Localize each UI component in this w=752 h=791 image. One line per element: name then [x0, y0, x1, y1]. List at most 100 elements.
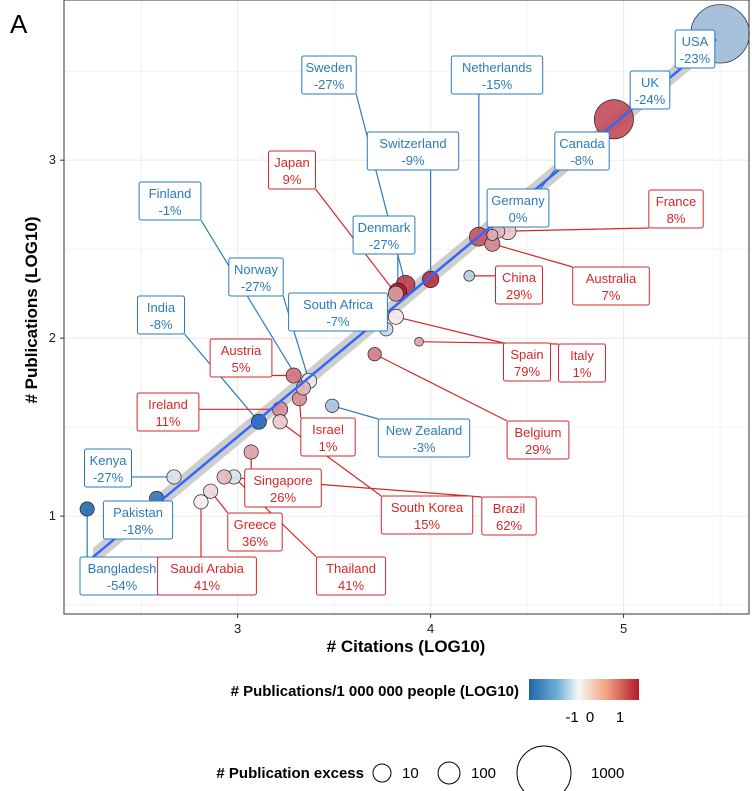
label-box-germany: [486, 188, 550, 228]
label-box-austria: [209, 338, 273, 378]
label-name-netherlands: Netherlands: [462, 60, 533, 75]
label-box-india: [137, 295, 185, 335]
x-tick-label: 4: [427, 621, 434, 636]
label-pct-new-zealand: -3%: [412, 440, 436, 455]
leader-australia: [492, 243, 573, 268]
label-name-brazil: Brazil: [493, 501, 526, 516]
label-brazil: Brazil 62%: [481, 496, 537, 536]
leader-india: [184, 333, 260, 423]
label-box-australia: [572, 266, 650, 306]
leader-south-korea: [279, 421, 382, 497]
label-name-denmark: Denmark: [358, 220, 411, 235]
leader-new-zealand: [332, 405, 379, 420]
label-pct-india: -8%: [149, 317, 173, 332]
label-name-china: China: [502, 270, 537, 285]
label-name-thailand: Thailand: [326, 561, 376, 576]
size-legend: # Publication excess 10 100 1000: [216, 745, 624, 791]
label-new-zealand: New Zealand -3%: [377, 418, 471, 458]
label-denmark: Denmark -27%: [352, 215, 416, 255]
label-box-china: [495, 265, 543, 305]
colorbar-tick-0: 0: [586, 709, 594, 726]
x-axis-title: # Citations (LOG10): [327, 637, 486, 656]
label-name-south-korea: South Korea: [391, 500, 464, 515]
label-name-uk: UK: [641, 75, 659, 90]
label-name-germany: Germany: [491, 193, 545, 208]
label-box-belgium: [506, 420, 570, 460]
label-austria: Austria 5%: [209, 338, 273, 378]
size-legend-title: # Publication excess: [216, 765, 364, 782]
label-pct-italy: 1%: [573, 365, 592, 380]
label-name-saudi-arabia: Saudi Arabia: [170, 561, 244, 576]
label-finland: Finland -1%: [138, 181, 202, 221]
label-japan: Japan 9%: [268, 150, 316, 190]
panel-tag: A: [10, 9, 28, 39]
label-name-sweden: Sweden: [306, 60, 353, 75]
label-greece: Greece 36%: [227, 512, 283, 552]
label-name-usa: USA: [682, 34, 709, 49]
label-spain: Spain 79%: [503, 342, 551, 382]
label-canada: Canada -8%: [554, 131, 610, 171]
label-box-pakistan: [102, 500, 174, 540]
label-box-thailand: [315, 556, 387, 596]
label-kenya: Kenya -27%: [84, 448, 132, 488]
point-new-zealand: [325, 398, 340, 413]
label-pakistan: Pakistan -18%: [102, 500, 174, 540]
label-name-south-africa: South Africa: [303, 297, 374, 312]
label-name-bangladesh: Bangladesh: [88, 561, 157, 576]
label-pct-spain: 79%: [514, 364, 540, 379]
label-usa: USA -23%: [674, 29, 716, 69]
label-name-norway: Norway: [234, 262, 279, 277]
label-box-denmark: [352, 215, 416, 255]
label-bangladesh: Bangladesh -54%: [79, 556, 165, 596]
label-name-italy: Italy: [570, 348, 594, 363]
label-box-finland: [138, 181, 202, 221]
label-pct-thailand: 41%: [338, 578, 364, 593]
label-name-new-zealand: New Zealand: [386, 423, 463, 438]
leader-spain: [395, 316, 504, 344]
label-israel: Israel 1%: [300, 417, 356, 457]
label-pct-israel: 1%: [319, 439, 338, 454]
fit-line-path: [92, 38, 717, 559]
label-name-switzerland: Switzerland: [379, 136, 446, 151]
label-south-korea: South Korea 15%: [380, 495, 474, 535]
x-tick-label: 5: [620, 621, 627, 636]
label-pct-france: 8%: [667, 211, 686, 226]
label-box-spain: [503, 342, 551, 382]
label-pct-japan: 9%: [283, 172, 302, 187]
size-legend-label-1000: 1000: [591, 765, 624, 782]
point-bangladesh: [79, 501, 95, 517]
leader-belgium: [374, 353, 508, 422]
label-name-spain: Spain: [510, 347, 543, 362]
point-greece: [203, 483, 219, 499]
label-box-switzerland: [366, 131, 460, 171]
label-pct-denmark: -27%: [369, 237, 400, 252]
label-pct-uk: -24%: [635, 92, 666, 107]
size-legend-label-100: 100: [471, 765, 496, 782]
point-japan: [387, 285, 404, 302]
label-saudi-arabia: Saudi Arabia 41%: [157, 556, 257, 596]
size-legend-circle-10: [372, 763, 392, 783]
label-thailand: Thailand 41%: [315, 556, 387, 596]
label-india: India -8%: [137, 295, 185, 335]
point-singapore: [243, 444, 259, 460]
label-box-greece: [227, 512, 283, 552]
label-name-finland: Finland: [149, 186, 192, 201]
label-box-usa: [674, 29, 716, 69]
label-pct-netherlands: -15%: [482, 77, 513, 92]
point-italy: [414, 336, 424, 347]
plot-panel: USA -23% UK -24% Canada -8% Netherlands -15% Swe…: [63, 0, 750, 615]
y-axis-title: # Publications (LOG10): [22, 216, 41, 403]
label-name-belgium: Belgium: [515, 425, 562, 440]
x-tick-label: 3: [234, 621, 241, 636]
point-kenya: [166, 469, 182, 485]
size-legend-circle-1000: [516, 745, 572, 791]
label-name-canada: Canada: [559, 136, 605, 151]
label-pct-switzerland: -9%: [401, 153, 425, 168]
point-belgium: [367, 347, 382, 362]
label-pct-sweden: -27%: [314, 77, 345, 92]
point-spain: [387, 308, 404, 325]
label-uk: UK -24%: [629, 70, 671, 110]
point-india: [250, 413, 267, 430]
label-pct-belgium: 29%: [525, 442, 551, 457]
label-france: France 8%: [648, 189, 704, 229]
